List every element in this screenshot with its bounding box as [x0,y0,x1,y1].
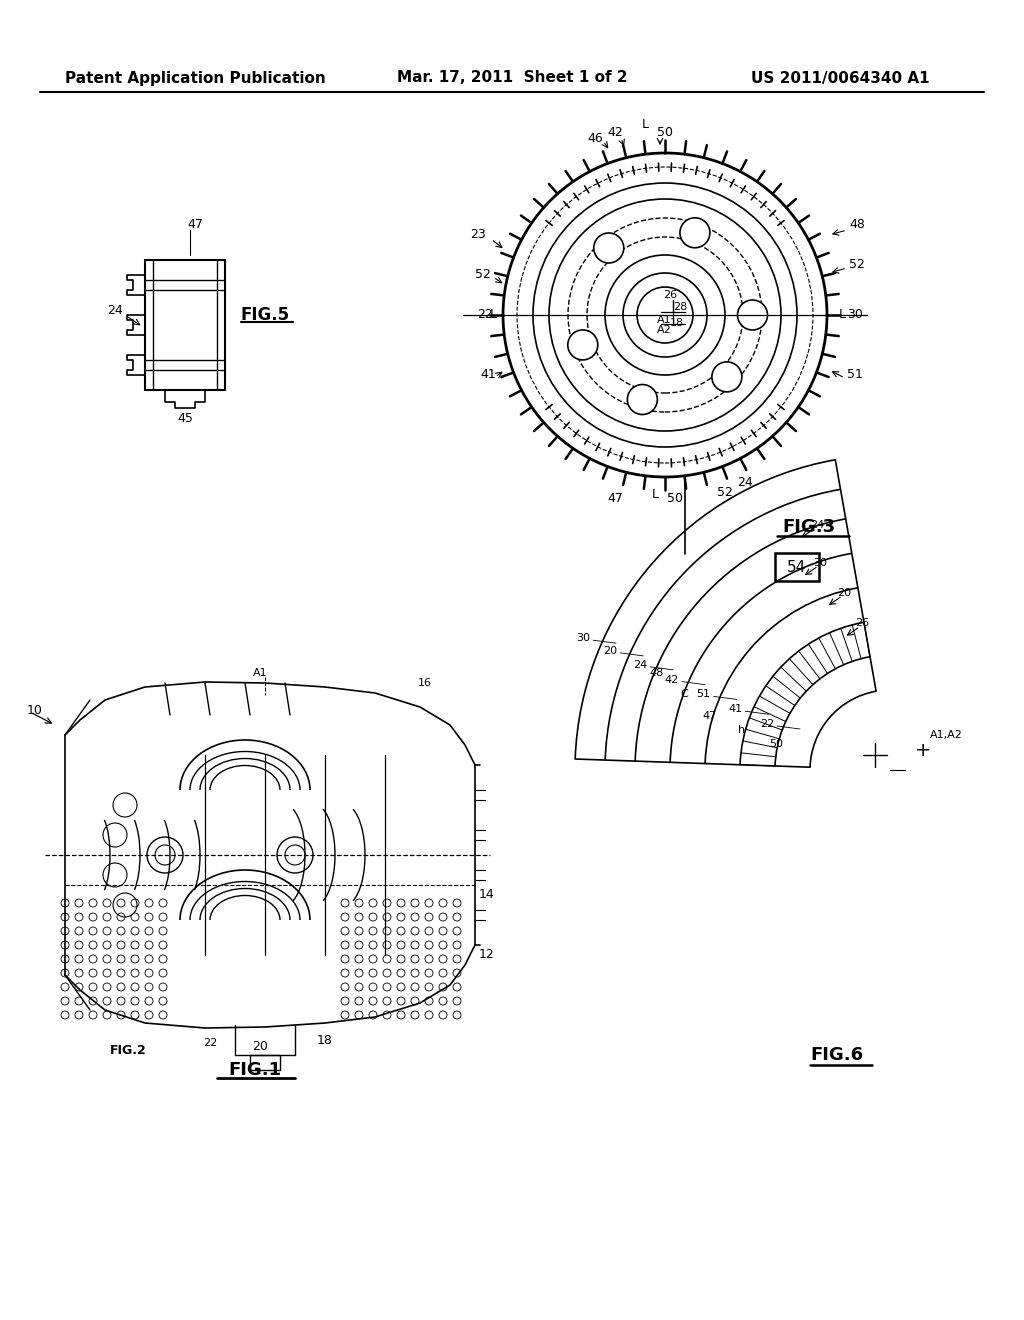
Text: A1: A1 [253,668,267,678]
Text: 54: 54 [787,560,807,574]
Bar [145,260,225,389]
Text: 23: 23 [470,228,485,242]
Text: 18: 18 [670,318,684,327]
Text: A1,A2: A1,A2 [930,730,963,741]
Text: 20: 20 [603,645,617,656]
Text: +: + [915,741,932,759]
Text: FIG.2: FIG.2 [110,1044,146,1056]
Text: Patent Application Publication: Patent Application Publication [65,70,326,86]
Text: 24: 24 [633,660,647,669]
Text: h: h [737,725,744,735]
Text: 42: 42 [607,127,623,140]
Text: 51: 51 [847,368,863,381]
Bar [775,553,819,581]
Text: L: L [839,309,846,322]
Text: A2: A2 [657,325,672,335]
Text: 12: 12 [479,949,495,961]
Text: 46: 46 [587,132,603,144]
Text: 24: 24 [737,475,753,488]
Text: 28: 28 [673,302,687,312]
Text: 24: 24 [810,520,824,531]
Circle shape [712,362,741,392]
Text: 22: 22 [477,309,493,322]
Text: 52: 52 [849,259,865,272]
Text: 45: 45 [177,412,193,425]
Text: 26: 26 [663,290,677,300]
Text: 30: 30 [847,309,863,322]
Text: 22: 22 [760,719,774,729]
Text: L: L [489,309,497,322]
Text: 30: 30 [813,558,827,568]
Text: 50: 50 [657,127,673,140]
Text: 16: 16 [418,678,432,688]
Text: A1: A1 [657,315,672,325]
Text: 48: 48 [849,219,865,231]
Text: FIG.3: FIG.3 [782,517,836,536]
Text: 50: 50 [667,492,683,506]
Text: 51: 51 [696,689,711,700]
Text: Mar. 17, 2011  Sheet 1 of 2: Mar. 17, 2011 Sheet 1 of 2 [396,70,628,86]
Text: 41: 41 [480,368,496,381]
Text: 48: 48 [649,668,664,677]
Text: C: C [680,689,688,700]
Circle shape [628,384,657,414]
Circle shape [567,330,598,360]
Text: 52: 52 [475,268,490,281]
Circle shape [680,218,710,248]
Circle shape [737,300,768,330]
Text: 30: 30 [577,634,590,643]
Text: 18: 18 [317,1034,333,1047]
Text: 24: 24 [108,304,123,317]
Text: 22: 22 [203,1038,217,1048]
Text: 20: 20 [252,1040,268,1053]
Text: 41: 41 [728,704,742,714]
Text: 10: 10 [27,704,43,717]
Text: FIG.1: FIG.1 [228,1061,282,1078]
Circle shape [594,232,624,263]
Text: 47: 47 [607,492,623,506]
Text: L: L [641,119,648,132]
Text: L: L [651,488,658,502]
Text: US 2011/0064340 A1: US 2011/0064340 A1 [751,70,930,86]
Text: FIG.6: FIG.6 [810,1045,863,1064]
Text: 20: 20 [838,587,852,598]
Text: 52: 52 [717,486,733,499]
Text: 26: 26 [855,619,869,628]
Text: 42: 42 [665,675,679,685]
Text: 14: 14 [479,888,495,902]
Text: 50: 50 [769,739,783,750]
Bar [250,1055,280,1071]
Text: FIG.5: FIG.5 [240,306,289,323]
Text: 47: 47 [187,219,203,231]
Text: 47: 47 [702,710,717,721]
